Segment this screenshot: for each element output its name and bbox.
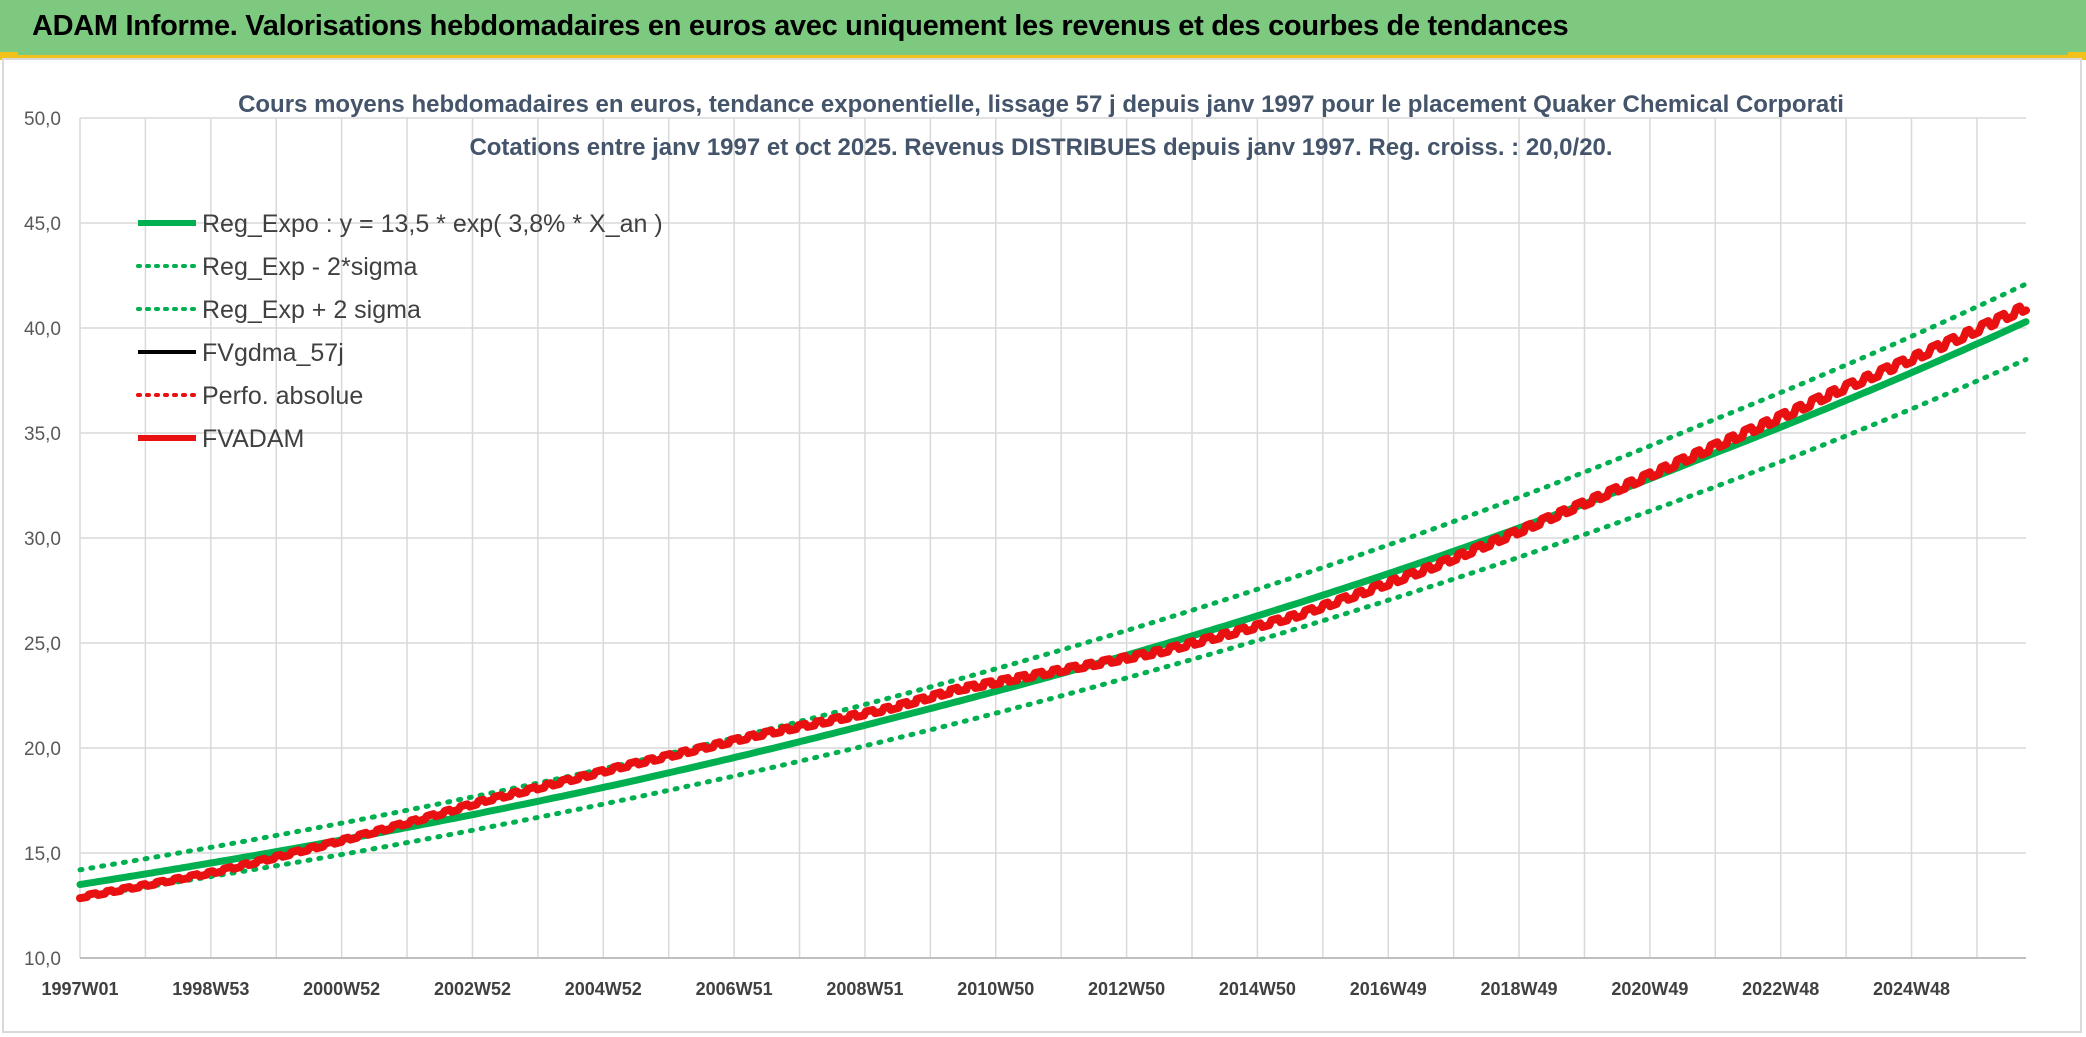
- x-tick-label: 2000W52: [303, 979, 380, 999]
- legend-label-3: FVgdma_57j: [202, 339, 344, 367]
- y-tick-label: 25,0: [24, 634, 61, 655]
- report-title: ADAM Informe. Valorisations hebdomadaire…: [32, 10, 1569, 42]
- legend-label-4: Perfo. absolue: [202, 382, 363, 410]
- x-tick-label: 1998W53: [172, 979, 249, 999]
- legend-label-2: Reg_Exp + 2 sigma: [202, 296, 421, 324]
- x-tick-label: 2014W50: [1219, 979, 1296, 999]
- report-header: ADAM Informe. Valorisations hebdomadaire…: [0, 0, 2086, 58]
- x-tick-label: 1997W01: [41, 979, 118, 999]
- legend: Reg_Expo : y = 13,5 * exp( 3,8% * X_an )…: [136, 210, 663, 453]
- x-tick-label: 2008W51: [826, 979, 903, 999]
- grid-lines: [79, 117, 2026, 959]
- legend-label-5: FVADAM: [202, 425, 304, 453]
- y-axis-ticks: 10,0 15,0 20,0 25,0 30,0 35,0 40,0 45,0 50,0: [24, 109, 61, 970]
- y-tick-label: 20,0: [24, 739, 61, 760]
- x-tick-label: 2006W51: [696, 979, 773, 999]
- accent-corner-left: [0, 52, 18, 60]
- x-tick-label: 2002W52: [434, 979, 511, 999]
- x-tick-label: 2004W52: [565, 979, 642, 999]
- legend-label-1: Reg_Exp - 2*sigma: [202, 253, 417, 281]
- x-tick-label: 2012W50: [1088, 979, 1165, 999]
- series-line-0: [76, 318, 2030, 888]
- y-tick-label: 40,0: [24, 319, 61, 340]
- y-tick-label: 45,0: [24, 214, 61, 235]
- chart-title: Cours moyens hebdomadaires en euros, ten…: [238, 91, 1844, 118]
- series-lines: [76, 281, 2030, 903]
- x-tick-label: 2020W49: [1611, 979, 1688, 999]
- x-tick-label: 2018W49: [1481, 979, 1558, 999]
- series-line-5: [76, 302, 2030, 903]
- y-tick-label: 30,0: [24, 529, 61, 550]
- x-tick-label: 2022W48: [1742, 979, 1819, 999]
- y-tick-label: 50,0: [24, 109, 61, 130]
- legend-label-0: Reg_Expo : y = 13,5 * exp( 3,8% * X_an ): [202, 210, 663, 238]
- x-tick-label: 2024W48: [1873, 979, 1950, 999]
- x-axis-ticks: 1997W01 1998W53 2000W52 2002W52 2004W52 2006W…: [41, 979, 1950, 999]
- series-line-1: [77, 357, 2029, 900]
- x-tick-label: 2010W50: [957, 979, 1034, 999]
- y-tick-label: 35,0: [24, 424, 61, 445]
- accent-corner-right: [2068, 52, 2086, 60]
- series-line-2: [77, 281, 2029, 873]
- chart-area-frame: [2, 58, 2082, 1033]
- y-tick-label: 15,0: [24, 844, 61, 865]
- x-tick-label: 2016W49: [1350, 979, 1427, 999]
- y-tick-label: 10,0: [24, 949, 61, 970]
- chart-subtitle: Cotations entre janv 1997 et oct 2025. R…: [469, 134, 1612, 161]
